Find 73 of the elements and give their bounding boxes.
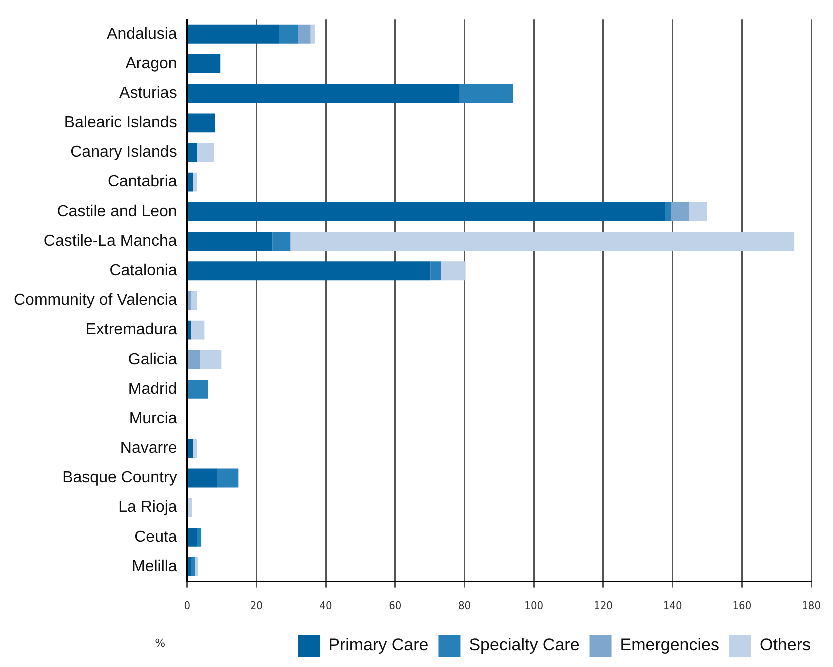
y-tick-label: Catalonia — [110, 262, 178, 280]
bar — [188, 84, 460, 104]
bar — [671, 202, 690, 222]
x-axis-title: % — [155, 636, 166, 650]
bar — [188, 291, 192, 310]
y-tick-label: La Rioja — [118, 499, 178, 516]
x-tick-label: 20 — [250, 599, 263, 612]
bar — [191, 558, 196, 576]
y-tick-label: Madrid — [128, 380, 178, 398]
y-tick-label: Castile and Leon — [57, 203, 178, 220]
bar — [195, 558, 198, 576]
bar — [188, 202, 666, 222]
legend-label: Others — [760, 636, 812, 655]
x-tick-label: 140 — [663, 599, 682, 612]
bar — [689, 202, 708, 222]
x-tick-label: 60 — [389, 599, 402, 612]
bar — [188, 558, 192, 576]
bar — [188, 380, 208, 399]
bar — [200, 350, 222, 370]
y-tick-label: Murcia — [129, 410, 178, 428]
bar — [310, 24, 315, 44]
x-tick-label: 180 — [802, 599, 822, 612]
bar — [193, 172, 198, 192]
bar — [298, 24, 311, 44]
bar — [197, 143, 214, 162]
bar — [188, 24, 280, 44]
y-tick-label: Canary Islands — [70, 144, 178, 162]
bar — [188, 54, 221, 74]
bar — [188, 498, 192, 518]
bar — [188, 468, 218, 488]
bar — [188, 350, 201, 370]
bar — [188, 143, 198, 162]
bar — [441, 262, 466, 281]
y-tick-label: Navarre — [120, 440, 178, 458]
bar — [218, 468, 239, 488]
bar — [191, 291, 198, 310]
bar — [272, 232, 291, 251]
x-tick-label: 100 — [524, 599, 544, 612]
y-tick-label: Melilla — [132, 558, 178, 576]
bar — [188, 262, 431, 281]
bar — [193, 439, 198, 458]
bar — [430, 262, 442, 281]
y-tick-label: Galicia — [128, 351, 178, 368]
bar — [188, 439, 194, 458]
y-tick-label: Extremadura — [86, 322, 178, 339]
bar — [188, 232, 273, 251]
bar — [460, 84, 514, 104]
y-tick-label: Ceuta — [134, 528, 178, 546]
bar — [290, 232, 795, 251]
bar — [197, 528, 202, 547]
legend-label: Specialty Care — [469, 636, 580, 655]
x-tick-label: 160 — [732, 599, 752, 612]
legend-label: Emergencies — [620, 636, 720, 655]
x-tick-label: 120 — [594, 599, 613, 612]
bar — [191, 320, 205, 340]
x-tick-label: 80 — [458, 599, 472, 612]
y-tick-label: Balearic Islands — [64, 114, 178, 132]
bar — [188, 528, 198, 547]
y-tick-label: Andalusia — [107, 26, 178, 43]
bar — [665, 202, 672, 222]
x-tick-label: 0 — [184, 599, 190, 612]
y-tick-label: Castile-La Mancha — [44, 232, 178, 250]
y-tick-label: Asturias — [120, 84, 178, 102]
y-tick-label: Community of Valencia — [14, 292, 178, 310]
y-tick-label: Aragon — [126, 55, 178, 72]
bar — [188, 320, 192, 340]
bar — [188, 172, 194, 192]
legend-label: Primary Care — [328, 636, 429, 655]
y-tick-label: Cantabria — [108, 174, 178, 191]
y-tick-label: Basque Country — [62, 470, 178, 487]
x-tick-label: 40 — [320, 599, 332, 612]
bar — [279, 24, 298, 44]
bar — [188, 114, 216, 133]
